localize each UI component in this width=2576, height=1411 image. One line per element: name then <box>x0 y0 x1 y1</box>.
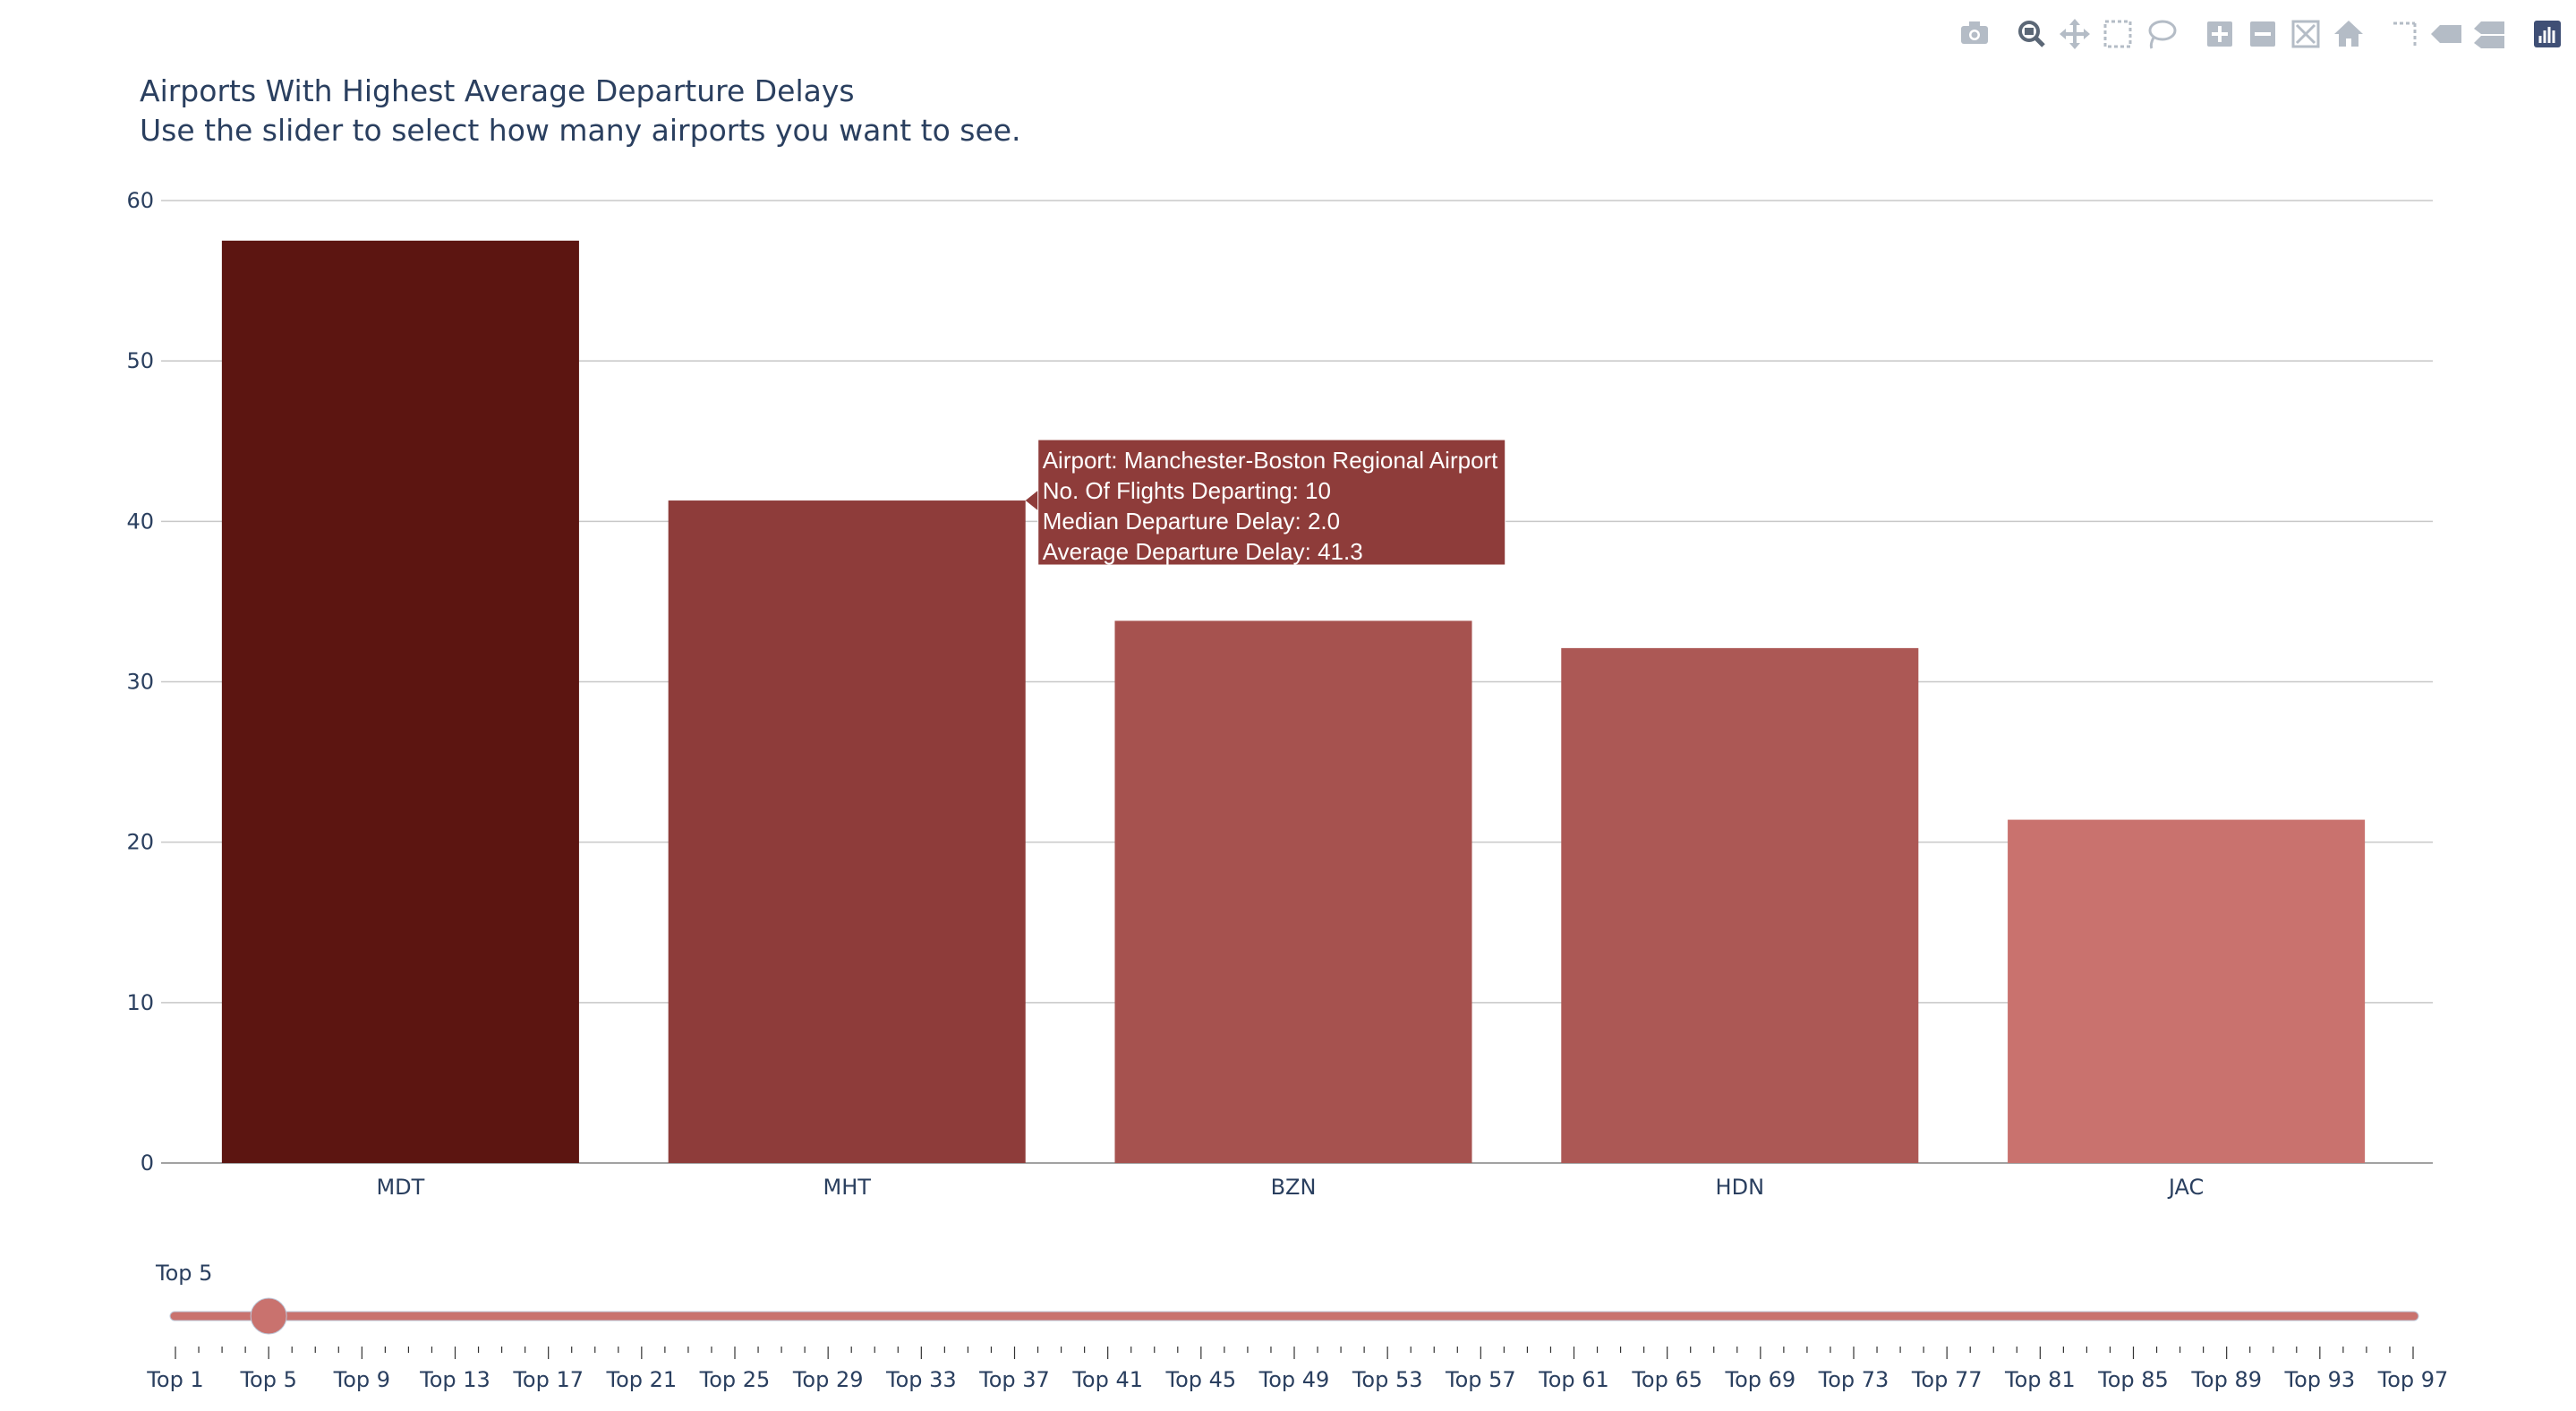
bar-mht[interactable] <box>668 500 1026 1163</box>
hover-tooltip-arrow <box>1025 490 1039 512</box>
lasso-select-icon[interactable] <box>2148 20 2177 49</box>
y-tick-label: 0 <box>141 1150 154 1176</box>
modebar <box>1961 19 2561 49</box>
slider-tick-label: Top 41 <box>1071 1367 1143 1392</box>
hover-airport-line: Airport: Manchester-Boston Regional Airp… <box>1043 447 1498 474</box>
zoom-out-icon[interactable] <box>2250 21 2275 47</box>
x-tick-label: BZN <box>1271 1175 1317 1200</box>
slider-tick-labels: Top 1 Top 5 Top 9 Top 13 Top 17 Top 21 Top 25 T… <box>146 1367 2448 1392</box>
box-select-icon[interactable] <box>2103 20 2132 48</box>
slider-handle[interactable] <box>250 1297 287 1335</box>
chart-subtitle: Use the slider to select how many airpor… <box>140 113 1021 148</box>
slider-tick-label: Top 69 <box>1724 1367 1796 1392</box>
zoom-in-icon[interactable] <box>2207 21 2232 47</box>
slider-tick-label: Top 37 <box>978 1367 1050 1392</box>
autoscale-icon[interactable] <box>2291 20 2320 48</box>
slider-tick-label: Top 33 <box>885 1367 957 1392</box>
hover-median-line: Median Departure Delay: 2.0 <box>1043 508 1340 534</box>
slider-tick-label: Top 93 <box>2283 1367 2355 1392</box>
x-tick-label: HDN <box>1716 1175 1764 1200</box>
y-tick-label: 40 <box>126 509 154 534</box>
slider-tick-label: Top 17 <box>512 1367 584 1392</box>
slider-tick-label: Top 81 <box>2004 1367 2076 1392</box>
slider-tick-label: Top 73 <box>1818 1367 1889 1392</box>
slider-tick-label: Top 21 <box>605 1367 677 1392</box>
slider-tick-label: Top 77 <box>1911 1367 1983 1392</box>
slider-tick-label: Top 53 <box>1352 1367 1423 1392</box>
y-tick-label: 60 <box>126 188 154 213</box>
hover-compare-icon[interactable] <box>2474 21 2504 48</box>
slider-tick-label: Top 97 <box>2377 1367 2449 1392</box>
hover-closest-icon[interactable] <box>2431 25 2461 43</box>
hover-tooltip-box <box>1037 439 1506 566</box>
slider-tick-label: Top 5 <box>239 1367 296 1392</box>
slider-track[interactable] <box>169 1311 2419 1321</box>
slider-tick-label: Top 13 <box>419 1367 490 1392</box>
x-axis-ticks: MDT MHT BZN HDN JAC <box>376 1175 2204 1200</box>
slider-tick-label: Top 25 <box>699 1367 771 1392</box>
spike-lines-icon[interactable] <box>2393 21 2417 47</box>
slider-tick-label: Top 57 <box>1445 1367 1516 1392</box>
slider-tick-label: Top 89 <box>2190 1367 2262 1392</box>
y-tick-label: 20 <box>126 830 154 855</box>
camera-icon[interactable] <box>1961 21 1988 44</box>
hover-tooltip: Airport: Manchester-Boston Regional Airp… <box>1025 439 1506 566</box>
y-axis-ticks: 0 10 20 30 40 50 60 <box>126 188 154 1176</box>
hover-flights-line: No. Of Flights Departing: 10 <box>1043 477 1331 504</box>
slider-tick-label: Top 45 <box>1164 1367 1236 1392</box>
reset-axes-icon[interactable] <box>2334 21 2363 47</box>
slider: Top 5 Top 1 Top 5 Top 9 Top 13 Top 17 Top 21 T… <box>146 1261 2448 1392</box>
bar-hdn[interactable] <box>1561 647 1919 1163</box>
slider-tick-label: Top 29 <box>792 1367 864 1392</box>
slider-tick-label: Top 1 <box>146 1367 203 1392</box>
bar-mdt[interactable] <box>221 240 579 1164</box>
plotly-logo-icon[interactable] <box>2534 21 2561 47</box>
slider-tick-label: Top 85 <box>2097 1367 2169 1392</box>
slider-tick-label: Top 61 <box>1538 1367 1609 1392</box>
y-tick-label: 50 <box>126 348 154 373</box>
bar-bzn[interactable] <box>1114 620 1472 1163</box>
pan-icon[interactable] <box>2060 19 2090 49</box>
hover-average-line: Average Departure Delay: 41.3 <box>1043 538 1363 565</box>
y-tick-label: 10 <box>126 990 154 1015</box>
slider-tick-label: Top 49 <box>1258 1367 1330 1392</box>
y-tick-label: 30 <box>126 670 154 695</box>
zoom-icon[interactable] <box>2018 21 2045 47</box>
bar-jac[interactable] <box>2008 819 2366 1163</box>
x-tick-label: MHT <box>823 1175 871 1200</box>
slider-tick-label: Top 65 <box>1631 1367 1702 1392</box>
x-tick-label: MDT <box>376 1175 424 1200</box>
slider-tick-label: Top 9 <box>333 1367 390 1392</box>
bars <box>221 240 2366 1164</box>
slider-current-label: Top 5 <box>155 1261 212 1286</box>
slider-ticks <box>175 1347 2414 1359</box>
chart-title: Airports With Highest Average Departure … <box>140 73 855 108</box>
x-tick-label: JAC <box>2167 1175 2204 1200</box>
